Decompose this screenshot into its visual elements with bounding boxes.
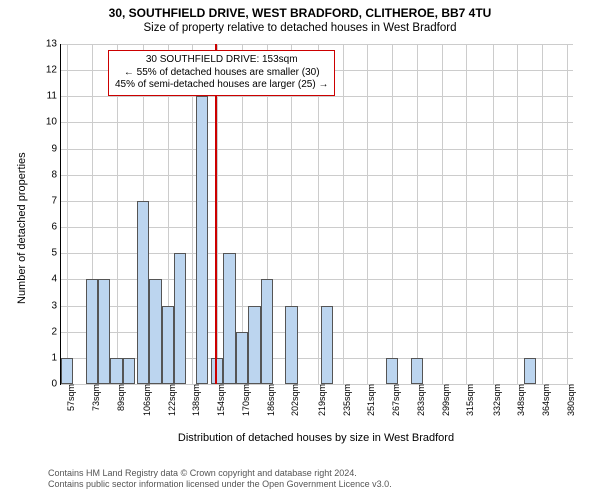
xtick-label: 154sqm bbox=[213, 384, 226, 416]
annotation-line2: ← 55% of detached houses are smaller (30… bbox=[115, 67, 328, 80]
histogram-bar bbox=[248, 306, 260, 384]
xtick-label: 57sqm bbox=[63, 384, 76, 411]
xtick-label: 170sqm bbox=[238, 384, 251, 416]
xtick-label: 299sqm bbox=[438, 384, 451, 416]
histogram-bar bbox=[261, 279, 273, 384]
ytick-label: 7 bbox=[51, 195, 61, 206]
ytick-label: 12 bbox=[46, 65, 61, 76]
ytick-label: 5 bbox=[51, 248, 61, 259]
xtick-label: 283sqm bbox=[413, 384, 426, 416]
histogram-bar bbox=[86, 279, 98, 384]
histogram-bar bbox=[174, 253, 186, 384]
histogram-bar bbox=[321, 306, 333, 384]
footer-attribution: Contains HM Land Registry data © Crown c… bbox=[48, 468, 392, 491]
gridline-v bbox=[442, 44, 443, 384]
histogram-bar bbox=[123, 358, 135, 384]
histogram-bar bbox=[61, 358, 73, 384]
histogram-bar bbox=[162, 306, 174, 384]
ytick-label: 13 bbox=[46, 39, 61, 50]
annotation-line1: 30 SOUTHFIELD DRIVE: 153sqm bbox=[115, 54, 328, 67]
ytick-label: 9 bbox=[51, 143, 61, 154]
xtick-label: 202sqm bbox=[287, 384, 300, 416]
ytick-label: 0 bbox=[51, 379, 61, 390]
xtick-label: 364sqm bbox=[538, 384, 551, 416]
gridline-v bbox=[517, 44, 518, 384]
gridline-v bbox=[392, 44, 393, 384]
histogram-bar bbox=[98, 279, 110, 384]
xtick-label: 235sqm bbox=[339, 384, 352, 416]
histogram-bar bbox=[285, 306, 297, 384]
xtick-label: 380sqm bbox=[563, 384, 576, 416]
ytick-label: 8 bbox=[51, 169, 61, 180]
xtick-label: 219sqm bbox=[314, 384, 327, 416]
gridline-v bbox=[542, 44, 543, 384]
ytick-label: 4 bbox=[51, 274, 61, 285]
chart-title: 30, SOUTHFIELD DRIVE, WEST BRADFORD, CLI… bbox=[0, 0, 600, 20]
histogram-bar bbox=[524, 358, 536, 384]
ytick-label: 2 bbox=[51, 326, 61, 337]
gridline-v bbox=[567, 44, 568, 384]
gridline-v bbox=[493, 44, 494, 384]
ytick-label: 1 bbox=[51, 352, 61, 363]
annotation-box: 30 SOUTHFIELD DRIVE: 153sqm ← 55% of det… bbox=[108, 50, 335, 96]
histogram-bar bbox=[223, 253, 235, 384]
xtick-label: 138sqm bbox=[188, 384, 201, 416]
footer-line2: Contains public sector information licen… bbox=[48, 479, 392, 490]
histogram-bar bbox=[137, 201, 149, 384]
gridline-v bbox=[343, 44, 344, 384]
xtick-label: 186sqm bbox=[263, 384, 276, 416]
chart-subtitle: Size of property relative to detached ho… bbox=[0, 20, 600, 34]
histogram-bar bbox=[386, 358, 398, 384]
xtick-label: 73sqm bbox=[88, 384, 101, 411]
histogram-bar bbox=[211, 358, 223, 384]
histogram-bar bbox=[236, 332, 248, 384]
xtick-label: 89sqm bbox=[113, 384, 126, 411]
gridline-v bbox=[417, 44, 418, 384]
xtick-label: 332sqm bbox=[489, 384, 502, 416]
gridline-v bbox=[67, 44, 68, 384]
histogram-bar bbox=[149, 279, 161, 384]
histogram-bar bbox=[411, 358, 423, 384]
footer-line1: Contains HM Land Registry data © Crown c… bbox=[48, 468, 392, 479]
histogram-bar bbox=[196, 96, 208, 384]
xtick-label: 122sqm bbox=[164, 384, 177, 416]
gridline-v bbox=[466, 44, 467, 384]
annotation-line3: 45% of semi-detached houses are larger (… bbox=[115, 79, 328, 92]
ytick-label: 6 bbox=[51, 222, 61, 233]
x-axis-label: Distribution of detached houses by size … bbox=[60, 432, 572, 444]
gridline-v bbox=[367, 44, 368, 384]
xtick-label: 267sqm bbox=[388, 384, 401, 416]
ytick-label: 11 bbox=[47, 91, 61, 102]
ytick-label: 3 bbox=[51, 300, 61, 311]
y-axis-label: Number of detached properties bbox=[16, 152, 28, 304]
xtick-label: 106sqm bbox=[139, 384, 152, 416]
ytick-label: 10 bbox=[46, 117, 61, 128]
xtick-label: 251sqm bbox=[363, 384, 376, 416]
histogram-bar bbox=[110, 358, 122, 384]
xtick-label: 348sqm bbox=[513, 384, 526, 416]
xtick-label: 315sqm bbox=[462, 384, 475, 416]
